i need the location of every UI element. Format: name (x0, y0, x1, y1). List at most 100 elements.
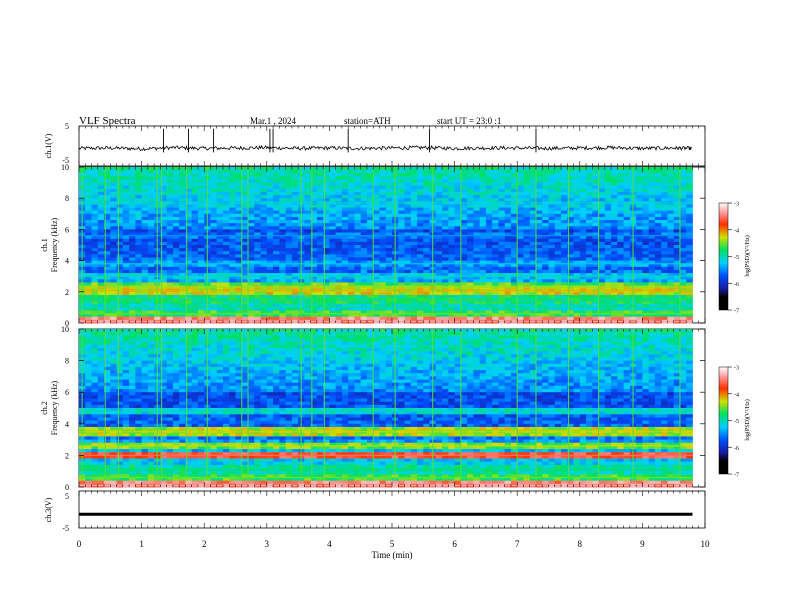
spectrogram-cell (592, 176, 599, 180)
spectrogram-cell (542, 248, 549, 252)
frequency-tick-label: 4 (65, 257, 69, 266)
spectrogram-cell (542, 304, 549, 308)
spectrogram-cell (442, 307, 449, 311)
spectrogram-cell (291, 229, 299, 233)
spectrogram-cell (535, 248, 543, 252)
spectrogram-cell (122, 213, 130, 218)
spectrogram-cell (673, 260, 681, 265)
spectrogram-cell (404, 179, 412, 183)
spectrogram-cell (185, 273, 193, 277)
spectrogram-cell (85, 310, 92, 315)
spectrogram-cell (654, 238, 662, 243)
spectrogram-cell (248, 188, 255, 193)
spectrogram-cell (97, 279, 105, 283)
spectrogram-cell (316, 167, 324, 171)
spectrogram-cell (623, 307, 631, 311)
spectrogram-cell (460, 213, 468, 218)
spectrogram-cell (529, 260, 537, 265)
spectrogram-cell (417, 241, 424, 246)
spectrogram-cell (141, 260, 149, 265)
spectrogram-cell (85, 238, 92, 243)
spectrogram-cell (504, 282, 512, 286)
spectrogram-cell (667, 294, 675, 299)
spectrogram-cell (210, 235, 218, 240)
spectrogram-cell (435, 304, 443, 308)
spectrogram-cell (116, 294, 124, 299)
spectrogram-cell (197, 294, 205, 299)
spectrogram-cell (122, 229, 130, 233)
spectrogram-cell (354, 316, 362, 321)
spectrogram-cell (210, 254, 218, 258)
spectrogram-cell (122, 216, 130, 221)
spectrogram-cell (291, 226, 299, 230)
spectrogram-cell (135, 260, 142, 265)
spectrogram-cell (673, 313, 681, 318)
spectrogram-cell (341, 316, 349, 321)
spectrogram-cell (417, 188, 424, 193)
spectrogram-cell (172, 198, 180, 202)
spectrogram-cell (504, 170, 512, 174)
spectrogram-cell (617, 279, 625, 283)
spectrogram-cell (529, 301, 537, 305)
spectrogram-cell (291, 257, 299, 261)
spectrogram-cell (335, 191, 343, 196)
spectrogram-cell (185, 238, 193, 243)
spectrogram-cell (498, 310, 506, 315)
spectrogram-cell (598, 179, 606, 183)
spectrogram-cell (517, 207, 524, 212)
spectrogram-cell (379, 241, 387, 246)
spectrogram-cell (348, 257, 355, 261)
spectrogram-cell (467, 241, 474, 246)
colorbar-tick-label: -3 (734, 202, 739, 208)
spectrogram-cell (210, 310, 218, 315)
spectrogram-cell (535, 216, 543, 221)
spectrogram-cell (460, 291, 468, 296)
spectrogram-cell (567, 266, 574, 271)
spectrogram-cell (611, 273, 618, 277)
spectrogram-cell (485, 220, 493, 224)
spectrogram-cell (460, 226, 468, 230)
spectrogram-cell (172, 307, 180, 311)
spectrogram-cell (254, 291, 261, 296)
spectrogram-cell (373, 167, 380, 171)
spectrogram-cell (135, 269, 142, 274)
spectrogram-cell (248, 204, 255, 208)
spectrogram-cell (222, 232, 230, 237)
spectrogram-cell (316, 266, 324, 271)
spectrogram-cell (667, 170, 675, 174)
spectrogram-cell (129, 182, 136, 187)
spectrogram-cell (679, 241, 687, 246)
spectrogram-cell (248, 207, 255, 212)
spectrogram-cell (423, 216, 430, 221)
spectrogram-cell (104, 273, 111, 277)
spectrogram-cell (423, 223, 430, 227)
spectrogram-cell (417, 213, 424, 218)
spectrogram-cell (673, 276, 681, 280)
spectrogram-cell (147, 313, 155, 318)
spectrogram-cell (460, 216, 468, 221)
spectrogram-cell (260, 182, 268, 187)
spectrogram-cell (254, 176, 261, 180)
spectrogram-cell (335, 316, 343, 321)
spectrogram-cell (579, 276, 587, 280)
spectrogram-cell (85, 245, 92, 249)
spectrogram-cell (379, 185, 387, 190)
spectrogram-cell (485, 266, 493, 271)
spectrogram-cell (423, 182, 430, 187)
spectrogram-cell (285, 195, 293, 199)
spectrogram-cell (141, 238, 149, 243)
spectrogram-cell (379, 316, 387, 321)
spectrogram-cell (129, 185, 136, 190)
spectrogram-cell (241, 235, 249, 240)
spectrogram-cell (586, 316, 593, 321)
spectrogram-cell (479, 167, 487, 171)
spectrogram-cell (360, 210, 368, 215)
spectrogram-cell (229, 307, 236, 311)
spectrogram-cell (291, 263, 299, 268)
spectrogram-cell (661, 313, 668, 318)
spectrogram-cell (191, 216, 199, 221)
spectrogram-cell (122, 304, 130, 308)
spectrogram-cell (235, 266, 243, 271)
spectrogram-cell (642, 245, 650, 249)
spectrogram-cell (260, 213, 268, 218)
